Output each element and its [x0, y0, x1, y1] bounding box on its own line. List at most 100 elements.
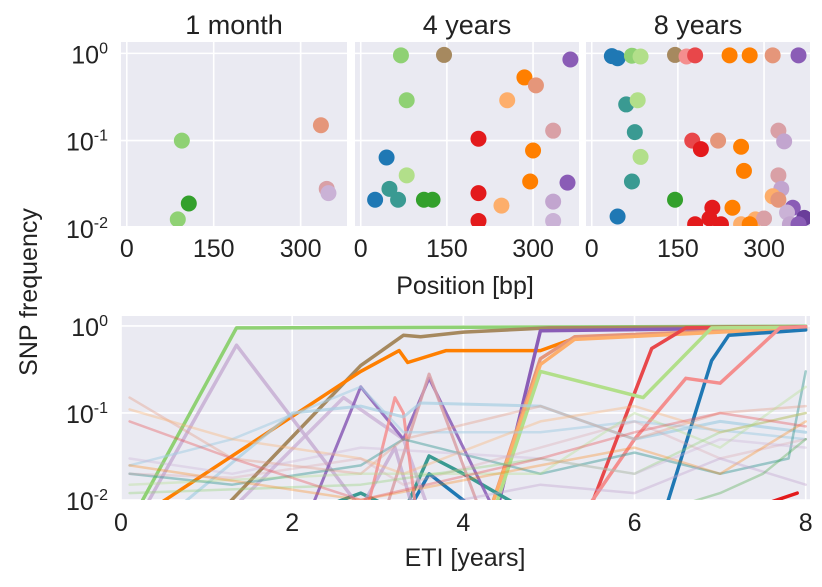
eti-axis-label: ETI [years] — [405, 544, 526, 572]
position-axis-label: Position [bp] — [396, 272, 534, 300]
snp-trajectory-line — [454, 457, 807, 500]
snp-point — [790, 47, 807, 64]
snp-trajectory-line — [771, 491, 799, 500]
snp-trajectory-line — [635, 508, 806, 545]
panel-1-month-plot-area — [121, 42, 347, 226]
snp-point — [712, 216, 729, 226]
snp-trajectory-line — [128, 396, 807, 476]
snp-point — [687, 47, 704, 64]
panel-1-month-points — [169, 117, 337, 226]
panel-1-month-title: 1 month — [185, 10, 283, 40]
y-tick-label: 10-2 — [66, 215, 108, 244]
x-tick-label: 8 — [799, 509, 813, 537]
y-tick-label: 100 — [71, 313, 108, 342]
snp-trajectory-line — [666, 328, 808, 500]
snp-point — [381, 180, 398, 197]
panel-8-years-points — [603, 46, 810, 226]
snp-trajectory-line — [590, 324, 808, 500]
snp-point — [516, 69, 533, 86]
x-tick-label: 0 — [114, 509, 128, 537]
x-tick-label: 0 — [120, 235, 134, 263]
snp-trajectory-line — [128, 437, 807, 476]
snp-point — [790, 216, 807, 226]
snp-point — [721, 47, 738, 64]
panel-1-month-y-ticks: 100 10-1 10-2 — [66, 40, 108, 243]
snp-point — [626, 124, 643, 141]
snp-trajectory-line — [238, 395, 428, 500]
snp-trajectory-line — [147, 343, 413, 500]
snp-point — [378, 149, 395, 166]
snp-point — [735, 162, 752, 179]
y-tick-label: 10-1 — [66, 400, 108, 429]
snp-trajectory-line — [367, 396, 417, 500]
snp-point — [436, 46, 453, 63]
snp-point — [632, 148, 649, 165]
snp-frequency-axis-label: SNP frequency — [15, 208, 43, 376]
panel-trajectories-x-ticks: 0 2 4 6 8 — [114, 509, 813, 537]
y-tick-label: 10-2 — [66, 487, 108, 516]
snp-point — [770, 191, 787, 208]
snp-point — [609, 208, 626, 225]
panel-1-month-gridlines — [121, 42, 347, 229]
panel-4-years-x-ticks: 0 150 300 — [354, 235, 554, 263]
snp-point — [499, 92, 516, 109]
snp-point — [470, 130, 487, 147]
snp-point — [180, 195, 197, 212]
x-tick-label: 300 — [280, 235, 322, 263]
panel-4-years-gridlines — [355, 42, 579, 229]
snp-point — [741, 216, 758, 226]
snp-point — [398, 167, 415, 184]
snp-point — [623, 173, 640, 190]
snp-point — [609, 50, 626, 67]
panel-8-years-title: 8 years — [654, 10, 743, 40]
snp-point — [493, 197, 510, 214]
snp-point — [545, 212, 562, 226]
x-tick-label: 2 — [285, 509, 299, 537]
snp-trajectory-line — [387, 372, 478, 500]
panel-4-years-plot-area — [355, 42, 579, 226]
snp-point — [525, 142, 542, 159]
snp-trajectory-line — [693, 437, 807, 500]
snp-trajectory-line — [128, 411, 807, 500]
snp-point — [367, 191, 384, 208]
panel-trajectories: 0 2 4 6 8 100 10-1 10-2 ETI [years] — [66, 313, 813, 572]
snp-point — [320, 185, 337, 202]
snp-trajectory-line — [128, 420, 807, 500]
snp-point — [692, 141, 709, 158]
panel-1-month: 1 month 0 150 300 100 10-1 10-2 — [66, 10, 347, 263]
panel-4-years: 4 years 0 150 300 Position [bp] — [354, 10, 579, 300]
snp-point — [764, 47, 781, 64]
snp-trajectory-line — [140, 324, 808, 500]
snp-point — [733, 138, 750, 155]
snp-point — [756, 210, 773, 226]
panel-trajectories-lines — [128, 324, 808, 545]
x-tick-label: 0 — [354, 235, 368, 263]
snp-point — [724, 199, 741, 216]
x-tick-label: 150 — [193, 235, 235, 263]
snp-trajectory-line — [229, 324, 808, 500]
snp-point — [776, 133, 793, 150]
x-tick-label: 300 — [512, 235, 554, 263]
snp-point — [470, 212, 487, 226]
snp-trajectory-line — [128, 385, 807, 467]
x-tick-label: 4 — [456, 509, 470, 537]
snp-point — [173, 132, 190, 149]
x-tick-label: 300 — [743, 235, 785, 263]
snp-point — [741, 47, 758, 64]
snp-trajectory-line — [337, 454, 513, 500]
snp-point — [398, 92, 415, 109]
panel-8-years-x-ticks: 0 150 300 — [585, 235, 785, 263]
panel-4-years-points — [367, 46, 579, 226]
snp-point — [522, 173, 539, 190]
y-tick-label: 100 — [71, 40, 108, 69]
snp-point — [632, 48, 649, 65]
snp-point — [770, 167, 787, 184]
snp-point — [470, 185, 487, 202]
snp-point — [527, 77, 544, 94]
panel-trajectories-y-ticks: 100 10-1 10-2 — [66, 313, 108, 516]
snp-trajectory-line — [128, 370, 807, 486]
x-tick-label: 6 — [628, 509, 642, 537]
y-tick-label: 10-1 — [66, 128, 108, 157]
snp-point — [667, 191, 684, 208]
